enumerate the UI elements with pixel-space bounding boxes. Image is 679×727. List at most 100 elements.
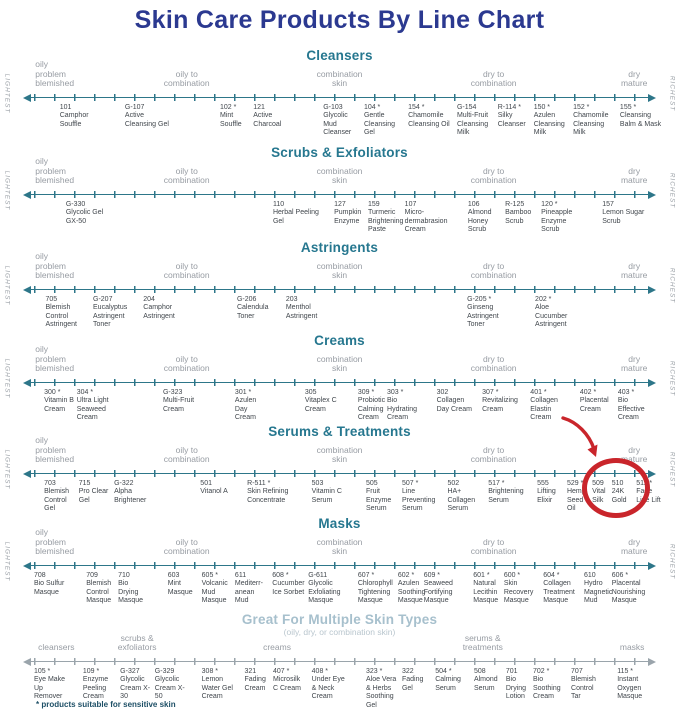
richest-label: RICHEST xyxy=(668,267,676,304)
product-601: 601 * Natural Lecithin Masque xyxy=(473,572,505,606)
product-name: Azulen Day Cream xyxy=(234,397,257,422)
product-name: Mint Souffle xyxy=(219,112,242,128)
product-name: Lemon Sugar Scrub xyxy=(602,209,645,225)
product-number: 301 * xyxy=(234,389,252,396)
product-name: Fruit Enzyme Serum xyxy=(365,488,392,513)
product-109: 109 * Enzyme Peeling Cream xyxy=(83,668,113,702)
richest-label: RICHEST xyxy=(668,360,676,397)
skin-type-label: combination skin xyxy=(316,260,363,281)
product-name: Bamboo Scrub xyxy=(505,209,532,225)
product-number: G-322 xyxy=(114,480,134,487)
product-number: 607 * xyxy=(357,572,375,579)
product-name: Camphor Souffle xyxy=(59,112,89,128)
product-number: R-511 * xyxy=(247,480,271,487)
product-name: Chamomile Cleansing Oil xyxy=(408,112,450,128)
product-name: Skin Refining Concentrate xyxy=(247,488,289,504)
product-name: Mediterr- anean Mud xyxy=(234,580,263,605)
product-number: 705 xyxy=(45,296,58,303)
skin-type-labels: cleansers scrubs & exfoliators creams serum… xyxy=(0,617,679,653)
product-name: Glycolic Gel GX-50 xyxy=(65,209,104,225)
product-number: 104 * xyxy=(363,104,381,111)
product-g-205: G-205 * Ginseng Astringent Toner xyxy=(467,296,513,330)
product-name: Aloe Vera & Herbs Soothing Gel xyxy=(365,676,397,709)
product-703: 703 Blemish Control Gel xyxy=(44,480,76,514)
skin-type-label: oily problem blemished xyxy=(35,59,75,89)
product-name: Almond Honey Scrub xyxy=(467,209,492,234)
product-number: 305 xyxy=(304,389,317,396)
product-number: G-330 xyxy=(65,201,86,208)
product-number: 120 * xyxy=(541,201,558,208)
product-104: 104 * Gentle Cleansing Gel xyxy=(364,104,404,138)
product-715: 715 Pro Clear Gel xyxy=(79,480,111,505)
product-number: 701 xyxy=(505,668,518,675)
richest-label: RICHEST xyxy=(668,75,676,112)
axis-arrowhead-right xyxy=(648,378,656,387)
product-number: 602 * xyxy=(397,572,415,579)
product-name: Hemp Seed Oil xyxy=(566,488,586,513)
product-110: 110 Herbal Peeling Gel xyxy=(273,201,319,226)
product-150: 150 * Azulen Cleansing Milk xyxy=(534,104,570,138)
skin-type-label: combination skin xyxy=(316,68,363,89)
lightest-label: LIGHTEST xyxy=(3,449,11,490)
product-number: 609 * xyxy=(423,572,441,579)
product-number: 604 * xyxy=(543,572,560,579)
product-name: Glycolic Exfoliating Masque xyxy=(308,580,341,605)
product-name: Multi-Fruit Cleansing Milk xyxy=(456,112,489,137)
product-number: 307 * xyxy=(482,389,499,396)
skin-type-label: oily problem blemished xyxy=(35,344,75,374)
product-name: Bio Hydrating Cream xyxy=(387,397,417,422)
axis-line xyxy=(30,381,649,384)
skin-type-label: oily to combination xyxy=(163,68,210,89)
product-number: 600 * xyxy=(503,572,521,579)
product-401: 401 * Collagen Elastin Cream xyxy=(530,389,566,423)
product-number: R-114 * xyxy=(497,104,521,111)
product-710: 710 Bio Drying Masque xyxy=(118,572,150,606)
product-number: 603 xyxy=(167,572,180,579)
section-title: Serums & Treatments xyxy=(268,424,411,439)
product-number: 304 * xyxy=(76,389,94,396)
product-number: 502 xyxy=(447,480,460,487)
product-204: 204 Camphor Astringent xyxy=(143,296,189,321)
section-creams: Creams oily problem blemished oily to comb… xyxy=(0,333,679,424)
line-axis xyxy=(23,561,656,570)
product-name: Placental Cream xyxy=(579,397,609,413)
product-name: Collagen Treatment Masque xyxy=(543,580,575,605)
product-name: Bio Sulfur Masque xyxy=(33,580,65,596)
product-606: 606 * Placental Nourishing Masque xyxy=(612,572,654,606)
skin-type-label: dry mature xyxy=(620,353,648,374)
axis-arrowhead-right xyxy=(648,561,656,570)
skin-type-label: combination skin xyxy=(316,536,363,557)
product-323: 323 * Aloe Vera & Herbs Soothing Gel xyxy=(366,668,402,710)
product-name: Fading Cream xyxy=(244,676,266,692)
product-number: 101 xyxy=(59,104,72,111)
product-name: Line Preventing Serum xyxy=(401,488,436,513)
skin-type-label: oily problem blemished xyxy=(35,251,75,281)
product-321: 321 Fading Cream xyxy=(244,668,270,693)
product-517: 517 * Brightening Serum xyxy=(488,480,532,505)
product-107: 107 Micro- dermabrasion Cream xyxy=(405,201,451,235)
product-name: Aloe Cucumber Astringent xyxy=(535,304,568,329)
skin-type-label: dry to combination xyxy=(470,444,517,465)
product-name: Hydro Magnetic Mud xyxy=(583,580,613,605)
skin-type-labels: oily problem blemished oily to combinatio… xyxy=(0,338,679,374)
richest-label: RICHEST xyxy=(668,172,676,209)
product-number: 517 * xyxy=(488,480,505,487)
product-106: 106 Almond Honey Scrub xyxy=(468,201,498,235)
product-508: 508 Almond Serum xyxy=(474,668,504,693)
product-number: 407 * xyxy=(272,668,290,675)
product-name: Ultra Light Seaweed Cream xyxy=(76,397,109,422)
product-number: 501 xyxy=(200,480,212,487)
skin-type-label: combination skin xyxy=(316,165,363,186)
product-name: Eye Make Up Remover xyxy=(33,676,66,701)
product-name: Micro- dermabrasion Cream xyxy=(404,209,448,234)
product-307: 307 * Revitalizing Cream xyxy=(482,389,526,414)
axis-arrowhead-left xyxy=(23,561,31,570)
product-name: Vitaplex C Cream xyxy=(304,397,337,413)
product-605: 605 * Volcanic Mud Masque xyxy=(202,572,234,606)
product-157: 157 Lemon Sugar Scrub xyxy=(602,201,646,226)
product-name: HA+ Collagen Serum xyxy=(447,488,476,513)
product-number: 204 xyxy=(143,296,155,303)
product-number: G-611 xyxy=(308,572,328,579)
skin-type-label: oily to combination xyxy=(163,260,210,281)
